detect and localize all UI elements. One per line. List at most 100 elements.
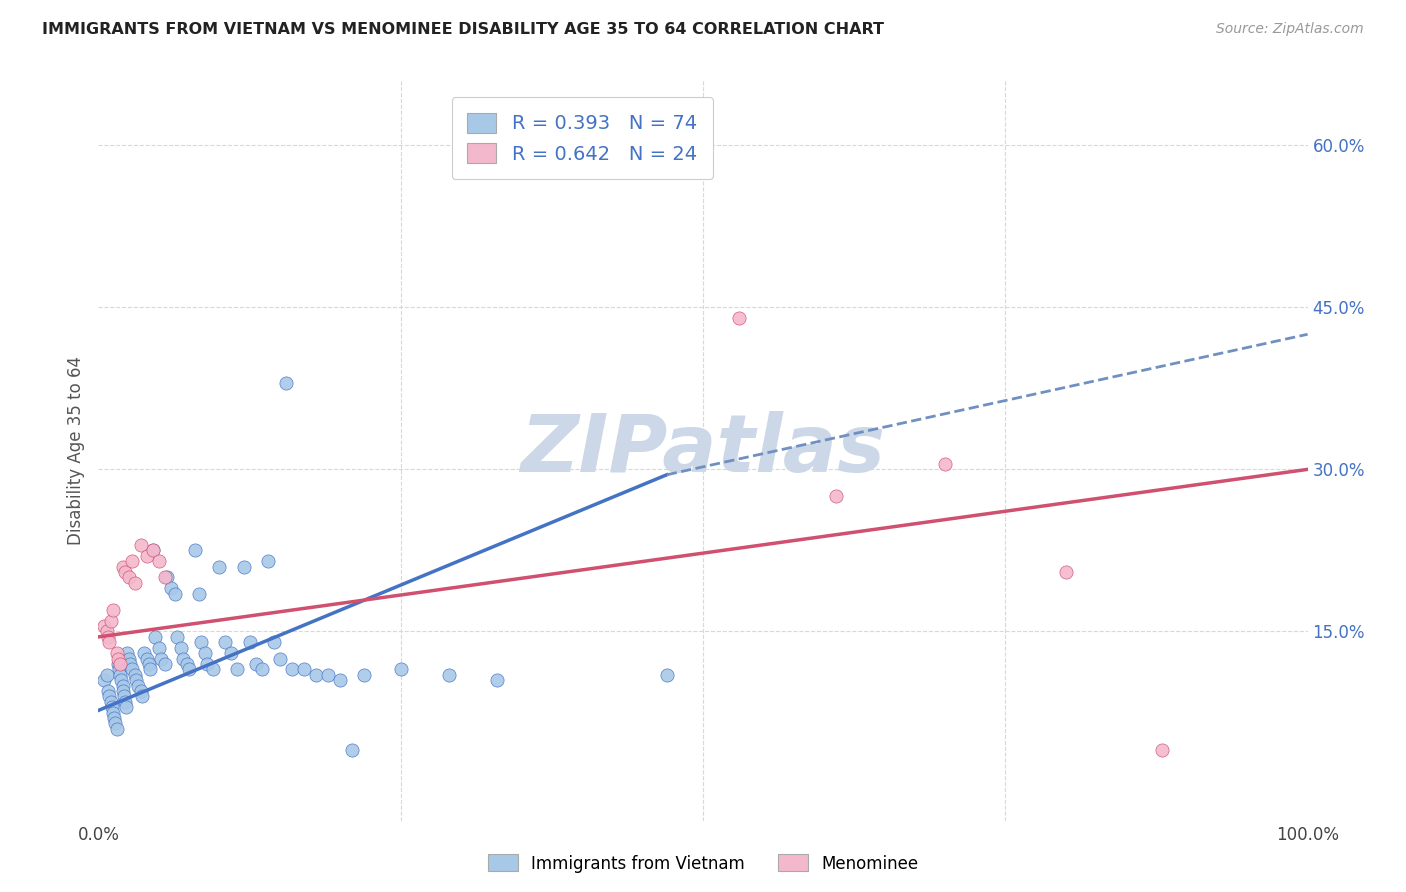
Point [96, 667, 118, 681]
Point [121, 662, 143, 676]
Point [110, 673, 132, 687]
Point [190, 635, 212, 649]
Point [97, 684, 120, 698]
Point [135, 651, 157, 665]
Point [100, 695, 122, 709]
Point [187, 587, 209, 601]
Point [101, 706, 124, 720]
Point [153, 570, 176, 584]
Point [329, 673, 352, 687]
Point [125, 673, 148, 687]
Point [121, 554, 143, 568]
Point [100, 614, 122, 628]
Point [202, 662, 225, 676]
Point [169, 640, 191, 655]
Text: Source: ZipAtlas.com: Source: ZipAtlas.com [1216, 22, 1364, 37]
Point [142, 543, 165, 558]
Point [115, 700, 138, 714]
Point [389, 662, 412, 676]
Point [655, 667, 678, 681]
Point [118, 651, 141, 665]
Point [127, 679, 149, 693]
Point [305, 667, 328, 681]
Point [105, 722, 128, 736]
Point [156, 570, 179, 584]
Point [194, 646, 217, 660]
Point [163, 587, 186, 601]
Point [153, 657, 176, 671]
Point [98, 635, 121, 649]
Text: ZIPatlas: ZIPatlas [520, 411, 886, 490]
Point [97, 630, 120, 644]
Point [107, 657, 129, 671]
Point [108, 667, 131, 681]
Legend: Immigrants from Vietnam, Menominee: Immigrants from Vietnam, Menominee [481, 847, 925, 880]
Point [263, 635, 285, 649]
Point [281, 662, 304, 676]
Point [124, 575, 146, 590]
Point [176, 657, 198, 671]
Point [118, 657, 141, 671]
Point [292, 662, 315, 676]
Point [232, 559, 254, 574]
Text: IMMIGRANTS FROM VIETNAM VS MENOMINEE DISABILITY AGE 35 TO 64 CORRELATION CHART: IMMIGRANTS FROM VIETNAM VS MENOMINEE DIS… [42, 22, 884, 37]
Point [269, 651, 291, 665]
Point [825, 489, 848, 503]
Point [93, 619, 115, 633]
Point [112, 690, 135, 704]
Point [129, 538, 152, 552]
Point [100, 700, 122, 714]
Point [131, 690, 153, 704]
Point [114, 695, 136, 709]
Point [135, 549, 157, 563]
Point [274, 376, 297, 390]
Legend: R = 0.393   N = 74, R = 0.642   N = 24: R = 0.393 N = 74, R = 0.642 N = 24 [451, 97, 713, 179]
Point [221, 646, 243, 660]
Point [111, 679, 134, 693]
Point [142, 543, 165, 558]
Point [98, 690, 121, 704]
Point [118, 570, 141, 584]
Point [250, 662, 273, 676]
Point [934, 457, 956, 471]
Point [129, 684, 152, 698]
Point [160, 581, 183, 595]
Point [1054, 565, 1077, 579]
Point [353, 667, 375, 681]
Point [195, 657, 218, 671]
Point [148, 640, 170, 655]
Point [226, 662, 249, 676]
Point [111, 684, 134, 698]
Point [124, 667, 146, 681]
Point [104, 716, 127, 731]
Point [342, 743, 364, 757]
Point [114, 565, 136, 579]
Point [239, 635, 262, 649]
Point [166, 630, 188, 644]
Point [117, 646, 139, 660]
Point [103, 711, 125, 725]
Point [108, 662, 131, 676]
Y-axis label: Disability Age 35 to 64: Disability Age 35 to 64 [66, 356, 84, 545]
Point [208, 559, 231, 574]
Point [139, 662, 162, 676]
Point [143, 630, 166, 644]
Point [93, 673, 115, 687]
Point [134, 646, 156, 660]
Point [138, 657, 160, 671]
Point [150, 651, 173, 665]
Point [437, 667, 460, 681]
Point [107, 651, 129, 665]
Point [172, 651, 194, 665]
Point [1152, 743, 1174, 757]
Point [256, 554, 278, 568]
Point [214, 635, 236, 649]
Point [108, 657, 131, 671]
Point [111, 559, 134, 574]
Point [105, 646, 128, 660]
Point [316, 667, 339, 681]
Point [101, 603, 124, 617]
Point [148, 554, 170, 568]
Point [179, 662, 201, 676]
Point [245, 657, 267, 671]
